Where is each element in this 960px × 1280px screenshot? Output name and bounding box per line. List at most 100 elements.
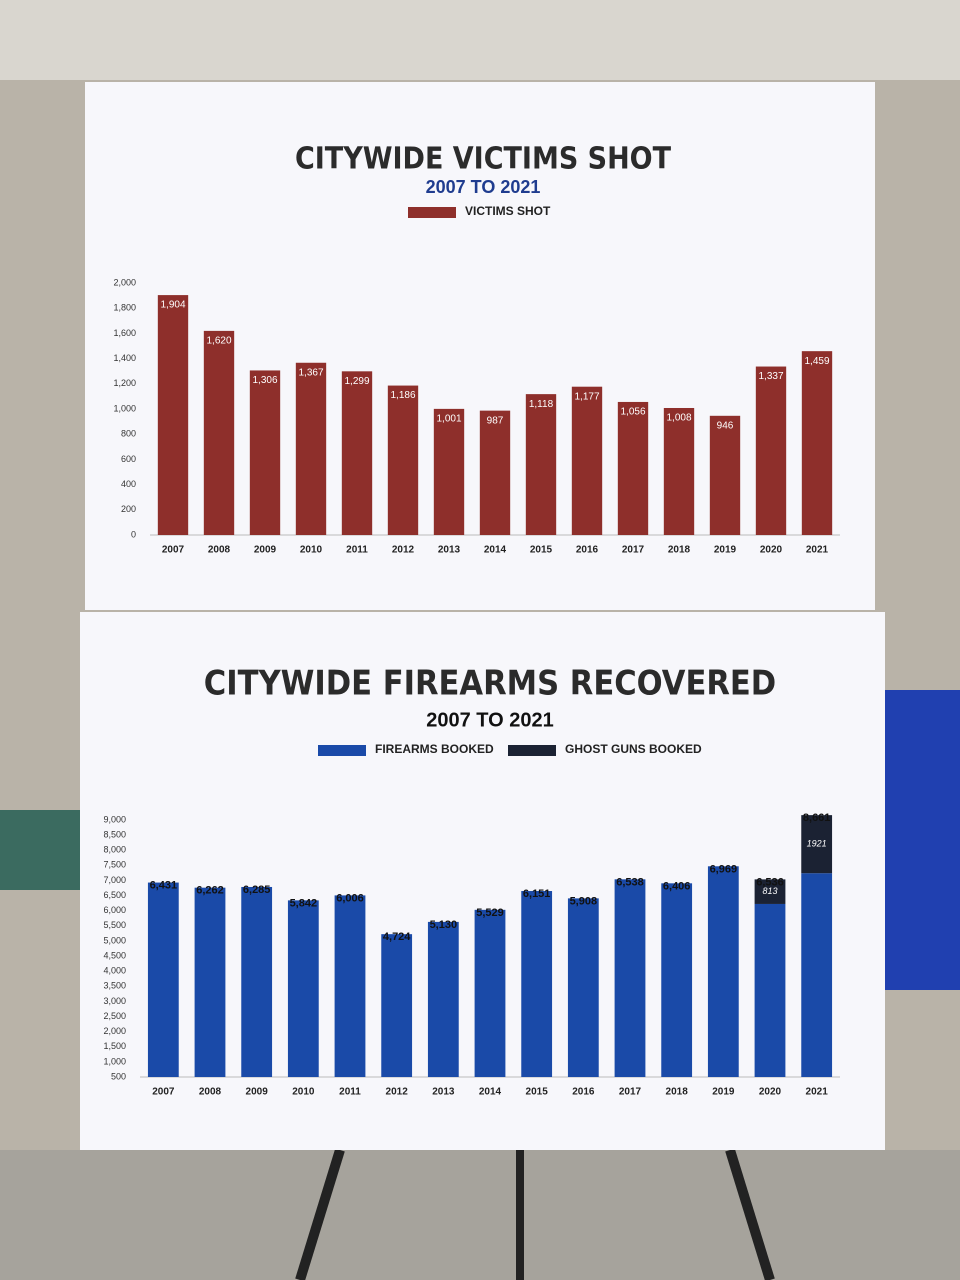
bar — [614, 879, 646, 1077]
bar — [341, 371, 373, 535]
bar — [295, 362, 327, 535]
bar — [194, 887, 226, 1077]
bar — [707, 866, 739, 1077]
total-label: 6,285 — [243, 884, 271, 896]
x-tick-label: 2015 — [530, 545, 553, 556]
y-tick-label: 4,000 — [103, 966, 126, 976]
y-tick-label: 8,500 — [103, 829, 126, 839]
y-tick-label: 4,500 — [103, 950, 126, 960]
x-tick-label: 2017 — [622, 545, 645, 556]
value-label: 1,001 — [436, 414, 461, 425]
chart-subtitle: 2007 TO 2021 — [426, 177, 541, 197]
y-tick-label: 5,000 — [103, 935, 126, 945]
legend-label: FIREARMS BOOKED — [375, 742, 494, 756]
legend-swatch — [508, 745, 556, 756]
bar — [147, 882, 179, 1077]
bar — [249, 370, 281, 535]
y-tick-label: 7,000 — [103, 875, 126, 885]
bench — [880, 690, 960, 990]
x-tick-label: 2019 — [712, 1087, 735, 1098]
x-tick-label: 2016 — [572, 1087, 595, 1098]
total-label: 6,262 — [196, 885, 224, 897]
legend-label: GHOST GUNS BOOKED — [565, 742, 702, 756]
x-tick-label: 2020 — [759, 1087, 782, 1098]
legend-swatch — [408, 207, 456, 218]
y-tick-label: 1,800 — [113, 303, 136, 313]
total-label: 6,969 — [710, 863, 738, 875]
value-label: 1,186 — [390, 390, 415, 401]
value-label: 946 — [717, 420, 734, 431]
easel-leg — [295, 1148, 345, 1280]
x-tick-label: 2007 — [152, 1087, 175, 1098]
x-tick-label: 2008 — [208, 545, 231, 556]
y-tick-label: 1,000 — [113, 403, 136, 413]
value-label: 1921 — [807, 839, 827, 849]
y-tick-label: 1,600 — [113, 328, 136, 338]
total-label: 4,724 — [383, 931, 411, 943]
x-tick-label: 2007 — [162, 545, 185, 556]
x-tick-label: 2010 — [292, 1087, 315, 1098]
value-label: 1,337 — [758, 371, 783, 382]
bar — [571, 386, 603, 535]
value-label: 1,056 — [620, 407, 645, 418]
ground — [0, 1150, 960, 1280]
chart-subtitle: 2007 TO 2021 — [426, 709, 554, 731]
y-tick-label: 1,000 — [103, 1056, 126, 1066]
bench-left — [0, 810, 80, 890]
value-label: 1,008 — [666, 413, 691, 424]
total-label: 5,908 — [570, 895, 598, 907]
y-tick-label: 800 — [121, 429, 136, 439]
sky — [0, 0, 960, 80]
y-tick-label: 7,500 — [103, 860, 126, 870]
bar — [754, 903, 786, 1077]
value-label: 1,299 — [344, 376, 369, 387]
x-tick-label: 2014 — [479, 1087, 502, 1098]
legend-swatch — [318, 745, 366, 756]
x-tick-label: 2014 — [484, 545, 507, 556]
total-label: 5,842 — [290, 897, 318, 909]
x-tick-label: 2008 — [199, 1087, 222, 1098]
value-label: 987 — [487, 415, 504, 426]
x-tick-label: 2009 — [246, 1087, 269, 1098]
bar — [521, 891, 553, 1077]
value-label: 1,367 — [298, 367, 323, 378]
x-tick-label: 2010 — [300, 545, 323, 556]
value-label: 1,620 — [206, 336, 231, 347]
total-label: 6,431 — [150, 880, 178, 892]
bar — [709, 415, 741, 535]
bar — [203, 330, 235, 535]
x-tick-label: 2017 — [619, 1087, 642, 1098]
x-tick-label: 2019 — [714, 545, 737, 556]
x-tick-label: 2021 — [806, 545, 829, 556]
value-label: 813 — [762, 886, 777, 896]
y-tick-label: 2,000 — [103, 1026, 126, 1036]
y-tick-label: 600 — [121, 454, 136, 464]
y-tick-label: 1,400 — [113, 353, 136, 363]
total-label: 6,006 — [336, 892, 364, 904]
bar — [474, 909, 506, 1077]
y-tick-label: 1,500 — [103, 1041, 126, 1051]
y-tick-label: 400 — [121, 479, 136, 489]
y-tick-label: 8,000 — [103, 845, 126, 855]
bar — [334, 895, 366, 1077]
total-label: 6,536 — [756, 876, 784, 888]
bar — [567, 898, 599, 1077]
bar — [287, 900, 319, 1077]
bar — [241, 886, 273, 1077]
bar — [387, 385, 419, 535]
value-label: 1,118 — [529, 399, 554, 410]
y-tick-label: 9,000 — [103, 814, 126, 824]
value-label: 1,177 — [574, 391, 599, 402]
legend-label: VICTIMS SHOT — [465, 204, 551, 218]
total-label: 6,406 — [663, 880, 691, 892]
chart-title: CITYWIDE FIREARMS RECOVERED — [204, 664, 776, 704]
x-tick-label: 2021 — [806, 1087, 829, 1098]
y-tick-label: 6,000 — [103, 905, 126, 915]
y-tick-label: 6,500 — [103, 890, 126, 900]
x-tick-label: 2013 — [438, 545, 461, 556]
bar — [755, 366, 787, 535]
total-label: 5,529 — [476, 907, 504, 919]
total-label: 5,130 — [430, 919, 458, 931]
y-tick-label: 2,000 — [113, 277, 136, 287]
